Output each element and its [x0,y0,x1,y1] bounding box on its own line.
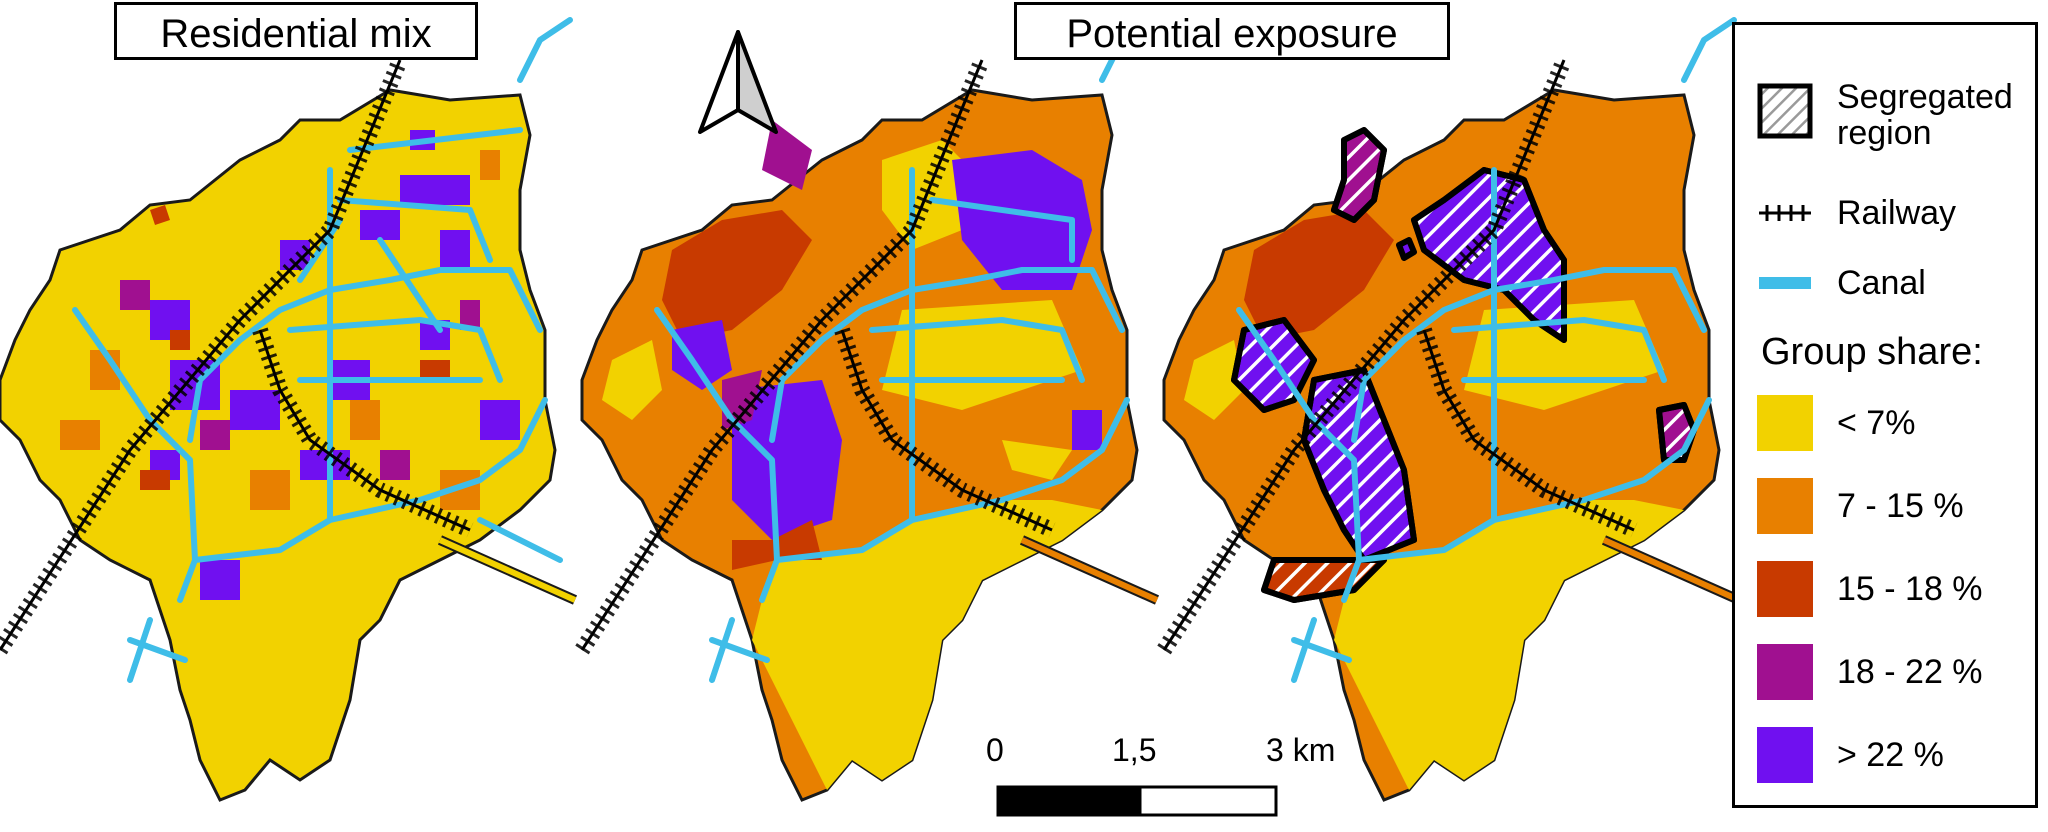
legend-class-4: 18 - 22 % [1735,644,2035,704]
north-arrow-icon [698,30,778,134]
legend-label-segregated-1: Segregated [1837,78,2013,116]
legend-label-railway: Railway [1837,194,1957,232]
legend-class-swatch [1757,395,1813,451]
residential-mix-map [0,17,578,802]
legend-item-railway: Railway [1735,189,2035,249]
legend: Segregated region Railway Canal Group sh… [1732,22,2038,808]
legend-class-label: 15 - 18 % [1837,570,1983,608]
legend-class-label: < 7% [1837,404,1916,442]
panel-title-residential-mix: Residential mix [114,2,478,60]
legend-heading-group-share: Group share: [1761,331,1983,373]
legend-class-label: > 22 % [1837,736,1944,774]
panel-title-potential-exposure: Potential exposure [1014,2,1450,60]
railway-icon [1759,205,1811,221]
potential-exposure-map [575,17,1160,802]
legend-class-label: 7 - 15 % [1837,487,1964,525]
legend-class-2: 7 - 15 % [1735,478,2035,538]
legend-item-canal: Canal [1735,259,2035,319]
scale-tick-0: 0 [986,732,1004,768]
scale-tick-end: 3 km [1266,732,1336,768]
legend-class-swatch [1757,478,1813,534]
legend-item-segregated: Segregated region [1735,78,2035,152]
canal-icon [1759,277,1811,289]
legend-class-swatch [1757,644,1813,700]
segregated-swatch-icon [1757,83,1813,139]
legend-label-canal: Canal [1837,264,1926,302]
legend-class-swatch [1757,561,1813,617]
scale-bar [996,785,1278,817]
legend-class-3: 15 - 18 % [1735,561,2035,621]
legend-class-5: > 22 % [1735,727,2035,787]
segregated-regions-map [1157,17,1742,802]
legend-class-swatch [1757,727,1813,783]
scale-tick-mid: 1,5 [1112,732,1157,768]
legend-class-label: 18 - 22 % [1837,653,1983,691]
legend-class-1: < 7% [1735,395,2035,455]
legend-label-segregated-2: region [1837,114,1932,152]
